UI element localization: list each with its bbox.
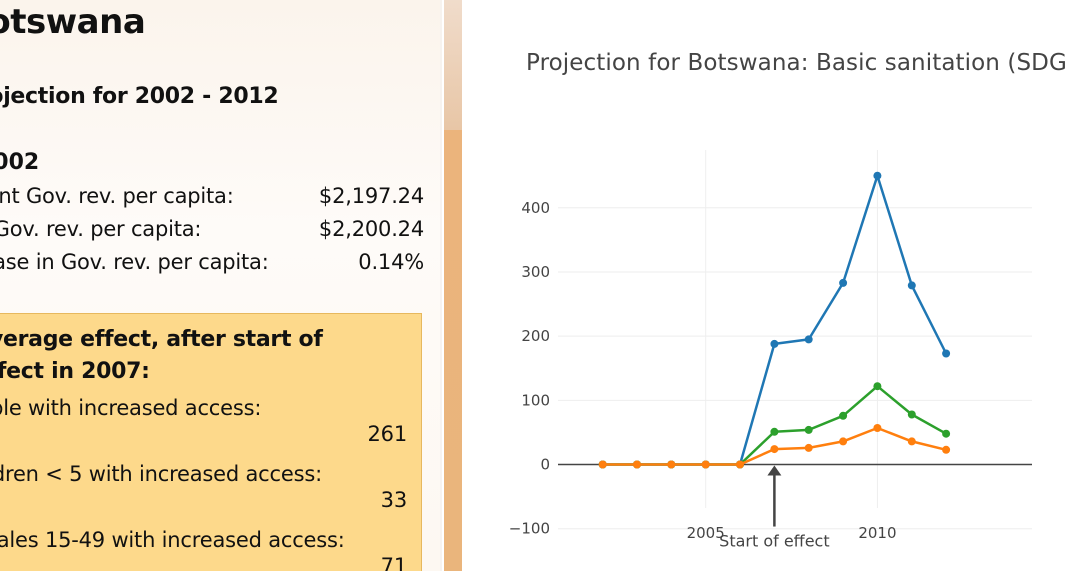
grid-layer bbox=[558, 150, 1032, 530]
divider-body-decoration bbox=[444, 130, 462, 571]
revenue-value: $2,200.24 bbox=[318, 217, 424, 241]
series-point-0 bbox=[942, 349, 951, 358]
axis-layer: −100 0 100 200 300 400 2005 2010 bbox=[509, 199, 1032, 542]
series-point-2 bbox=[633, 460, 641, 469]
annotation-label: Start of effect bbox=[719, 532, 829, 551]
series-point-1 bbox=[942, 429, 951, 438]
effect-label: Children < 5 with increased access: bbox=[0, 462, 322, 486]
series-point-1 bbox=[907, 410, 916, 419]
country-title: Botswana bbox=[0, 2, 146, 42]
revenue-row-new: New Gov. rev. per capita: $2,200.24 bbox=[0, 217, 424, 250]
revenue-table: Current Gov. rev. per capita: $2,197.24 … bbox=[0, 184, 424, 283]
series-point-1 bbox=[770, 427, 779, 436]
effect-value: 261 bbox=[367, 422, 408, 446]
revenue-row-increase: Increase in Gov. rev. per capita: 0.14% bbox=[0, 250, 424, 283]
series-point-2 bbox=[907, 437, 916, 446]
series-point-0 bbox=[907, 281, 916, 290]
effect-item-females: Females 15-49 with increased access: 71 bbox=[0, 528, 413, 571]
series-point-0 bbox=[839, 278, 848, 287]
annotation-arrow-head bbox=[767, 465, 782, 476]
series-layer bbox=[598, 171, 951, 469]
y-tick-label: 200 bbox=[521, 327, 550, 345]
x-tick-label: 2010 bbox=[858, 524, 896, 542]
series-point-2 bbox=[598, 460, 607, 469]
series-point-2 bbox=[667, 460, 676, 469]
year-heading: 2002 bbox=[0, 150, 40, 175]
revenue-label: Current Gov. rev. per capita: bbox=[0, 184, 234, 208]
effect-value: 33 bbox=[380, 488, 408, 512]
divider-top-decoration bbox=[444, 0, 462, 130]
effect-item-children: Children < 5 with increased access: 33 bbox=[0, 462, 413, 512]
effect-value: 71 bbox=[380, 554, 408, 571]
revenue-value: $2,197.24 bbox=[318, 184, 424, 208]
effect-label: Females 15-49 with increased access: bbox=[0, 528, 345, 552]
revenue-label: New Gov. rev. per capita: bbox=[0, 217, 202, 241]
series-point-2 bbox=[701, 460, 710, 469]
y-tick-label: 400 bbox=[521, 199, 550, 217]
series-point-2 bbox=[942, 445, 951, 454]
panel-divider[interactable] bbox=[440, 0, 462, 571]
series-point-1 bbox=[804, 425, 813, 434]
revenue-value: 0.14% bbox=[358, 250, 424, 274]
chart-title: Projection for Botswana: Basic sanitatio… bbox=[526, 50, 1067, 76]
effect-label: People with increased access: bbox=[0, 396, 262, 420]
projection-chart[interactable]: −100 0 100 200 300 400 2005 2010 Start of effec… bbox=[462, 0, 1080, 571]
revenue-label: Increase in Gov. rev. per capita: bbox=[0, 250, 269, 274]
series-point-1 bbox=[873, 382, 882, 391]
y-tick-label: −100 bbox=[509, 520, 550, 538]
series-point-2 bbox=[873, 424, 882, 432]
y-tick-label: 0 bbox=[540, 456, 550, 474]
series-point-0 bbox=[804, 335, 813, 344]
y-tick-label: 100 bbox=[521, 391, 550, 409]
projection-heading: Projection for 2002 - 2012 bbox=[0, 84, 279, 109]
series-point-1 bbox=[839, 411, 848, 420]
series-point-2 bbox=[839, 437, 848, 446]
average-effect-box: Average effect, after start of effect in… bbox=[0, 313, 422, 571]
revenue-row-current: Current Gov. rev. per capita: $2,197.24 bbox=[0, 184, 424, 217]
series-point-2 bbox=[770, 445, 779, 454]
series-point-2 bbox=[736, 460, 744, 469]
y-tick-label: 300 bbox=[521, 263, 550, 281]
series-line-0 bbox=[602, 174, 948, 466]
effect-item-people: People with increased access: 261 bbox=[0, 396, 413, 446]
x-tick-label: 2005 bbox=[687, 524, 725, 542]
series-point-2 bbox=[804, 443, 813, 452]
series-point-0 bbox=[873, 171, 882, 180]
effect-heading: Average effect, after start of effect in… bbox=[0, 327, 323, 384]
country-info-panel: Botswana Projection for 2002 - 2012 2002… bbox=[0, 0, 440, 571]
series-point-0 bbox=[770, 339, 779, 348]
annotation-layer: Start of effect bbox=[719, 465, 830, 551]
